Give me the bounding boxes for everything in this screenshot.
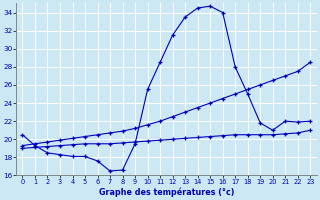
X-axis label: Graphe des températures (°c): Graphe des températures (°c) <box>99 187 234 197</box>
